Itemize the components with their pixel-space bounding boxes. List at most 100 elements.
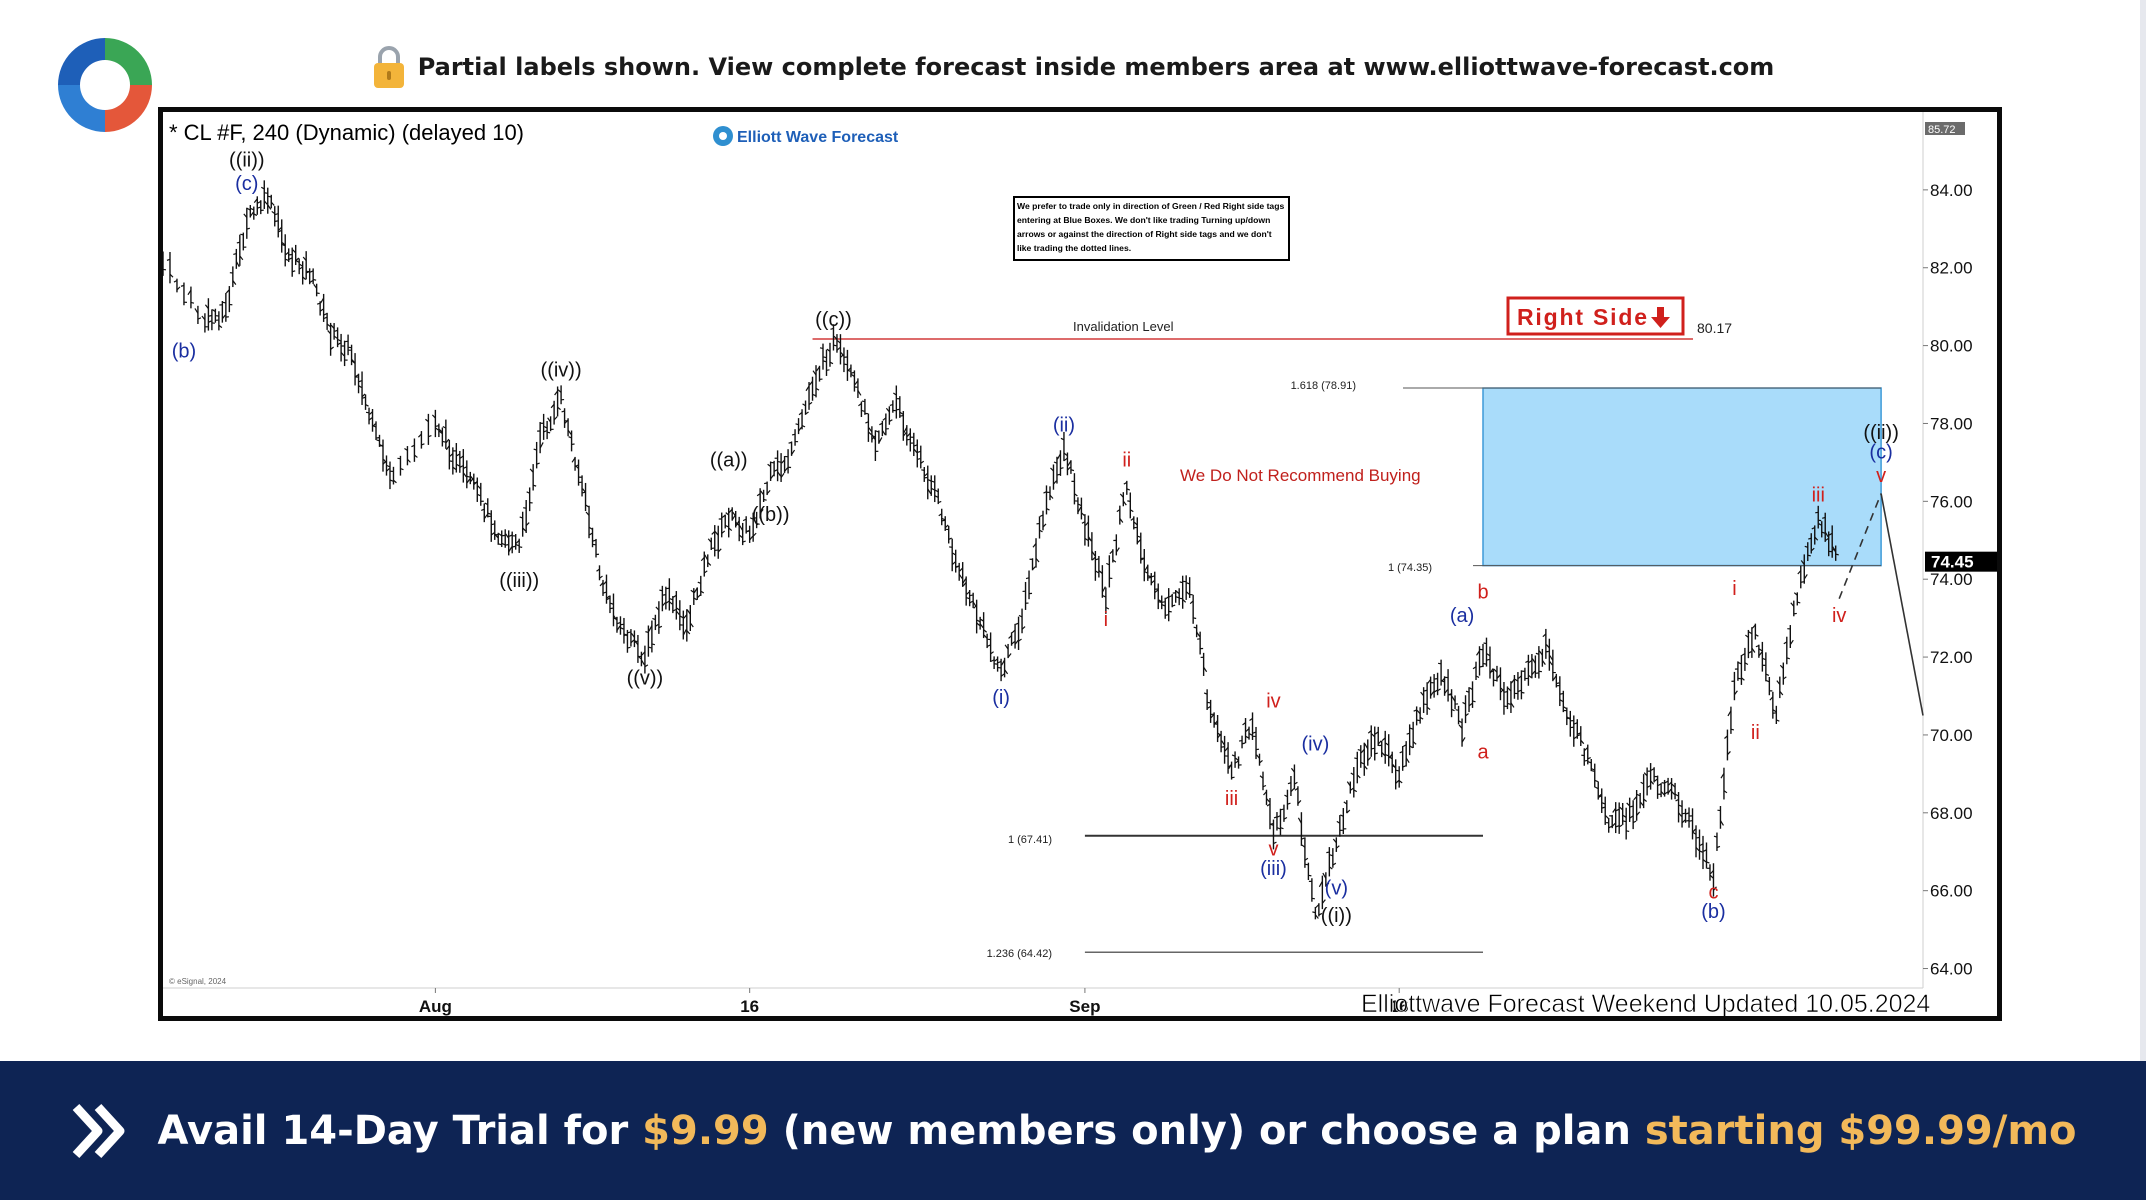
candle-open bbox=[1318, 880, 1323, 888]
candle-open bbox=[1280, 808, 1285, 811]
candle bbox=[1462, 695, 1469, 724]
candle-open bbox=[645, 631, 649, 633]
candle bbox=[1734, 661, 1742, 681]
candle-close bbox=[1737, 677, 1742, 680]
candle bbox=[1490, 668, 1497, 687]
x-tick-label: Sep bbox=[1069, 997, 1100, 1016]
y-tick-label: 70.00 bbox=[1930, 726, 1973, 745]
candle-open bbox=[1067, 460, 1072, 466]
candle-open bbox=[746, 530, 750, 533]
candle-close bbox=[724, 524, 729, 528]
candle-open bbox=[292, 249, 297, 254]
candle bbox=[1231, 751, 1239, 768]
candle-close bbox=[1541, 660, 1546, 665]
candle bbox=[1469, 681, 1476, 708]
candle-close bbox=[1814, 536, 1819, 541]
candle-open bbox=[865, 421, 869, 424]
candle bbox=[1622, 807, 1630, 840]
footer-cta-bar[interactable]: Avail 14-Day Trial for $9.99 (new member… bbox=[0, 1061, 2146, 1200]
box-low-label: 1 (74.35) bbox=[1388, 562, 1432, 574]
candle-open bbox=[1538, 650, 1543, 656]
wave-label: ((iii)) bbox=[499, 570, 539, 592]
candle bbox=[334, 327, 341, 348]
candle-open bbox=[362, 396, 366, 399]
wave-label: ((ii)) bbox=[1863, 422, 1899, 444]
candle bbox=[417, 431, 425, 449]
trial-offer-text[interactable]: Avail 14-Day Trial for $9.99 (new member… bbox=[158, 1108, 2077, 1154]
candle bbox=[910, 432, 918, 457]
banner-text[interactable]: Partial labels shown. View complete fore… bbox=[417, 53, 1775, 81]
candle-open bbox=[781, 459, 786, 464]
candle bbox=[1654, 775, 1661, 799]
candle-close bbox=[1765, 673, 1770, 677]
candle bbox=[1053, 456, 1061, 484]
candle-open bbox=[756, 493, 761, 497]
candle-open bbox=[1168, 594, 1173, 598]
candle bbox=[840, 347, 848, 373]
candle-close bbox=[1356, 774, 1361, 779]
wave-label: (ii) bbox=[1053, 414, 1075, 436]
candle-open bbox=[1504, 691, 1508, 693]
candle-open bbox=[1755, 645, 1760, 648]
candle bbox=[495, 532, 502, 546]
candle-open bbox=[1657, 783, 1662, 787]
candle-open bbox=[613, 617, 618, 620]
candle bbox=[1577, 726, 1585, 746]
candle bbox=[976, 616, 984, 630]
candle bbox=[1731, 671, 1738, 701]
candle-close bbox=[917, 458, 921, 461]
candle-open bbox=[201, 315, 206, 321]
candle-close bbox=[1727, 751, 1731, 756]
candle bbox=[1685, 807, 1693, 828]
x-tick-label: 16 bbox=[740, 997, 759, 1016]
candle bbox=[1071, 473, 1078, 505]
candle-open bbox=[809, 380, 813, 386]
candle bbox=[537, 421, 544, 454]
candle bbox=[749, 512, 757, 542]
candle-close bbox=[1646, 785, 1651, 788]
candle-close bbox=[1280, 827, 1284, 830]
candle-close bbox=[798, 426, 803, 432]
candle-close bbox=[752, 532, 757, 537]
candle bbox=[1242, 718, 1249, 744]
candle-close bbox=[1245, 735, 1249, 739]
no-buy-text: We Do Not Recommend Buying bbox=[1180, 466, 1421, 485]
candle-open bbox=[1406, 732, 1410, 735]
candle bbox=[900, 411, 907, 441]
candle-open bbox=[1102, 595, 1107, 598]
candle-close bbox=[958, 573, 963, 579]
candle-open bbox=[938, 513, 943, 517]
candle-close bbox=[836, 347, 841, 351]
wave-label: (iii) bbox=[1260, 858, 1287, 880]
candle bbox=[906, 428, 914, 452]
candle-open bbox=[1703, 849, 1707, 852]
candle bbox=[1465, 687, 1473, 713]
candle-open bbox=[1601, 802, 1606, 805]
candle-open bbox=[1472, 666, 1477, 670]
candle-open bbox=[686, 609, 691, 615]
candle-close bbox=[1332, 862, 1337, 866]
candle bbox=[949, 538, 956, 572]
candle-close bbox=[1046, 508, 1050, 511]
candle-close bbox=[1468, 703, 1473, 707]
candle-open bbox=[438, 428, 443, 433]
candle-close bbox=[1161, 604, 1165, 607]
candle bbox=[1483, 637, 1490, 667]
candle bbox=[1357, 745, 1365, 768]
candle-open bbox=[1098, 570, 1103, 574]
candle-close bbox=[1587, 757, 1591, 760]
candle-close bbox=[1709, 874, 1714, 879]
candle-close bbox=[176, 286, 181, 291]
candle-close bbox=[1395, 780, 1400, 784]
candle-open bbox=[547, 417, 552, 423]
candle bbox=[1015, 616, 1022, 650]
candle-open bbox=[1448, 693, 1452, 696]
candle-open bbox=[1622, 814, 1627, 819]
candle-close bbox=[1716, 845, 1721, 849]
candle bbox=[320, 293, 327, 322]
candle bbox=[980, 612, 988, 639]
candle bbox=[1552, 673, 1560, 688]
candle-open bbox=[1793, 592, 1798, 596]
candle bbox=[1332, 837, 1340, 852]
lock-icon bbox=[373, 46, 404, 88]
